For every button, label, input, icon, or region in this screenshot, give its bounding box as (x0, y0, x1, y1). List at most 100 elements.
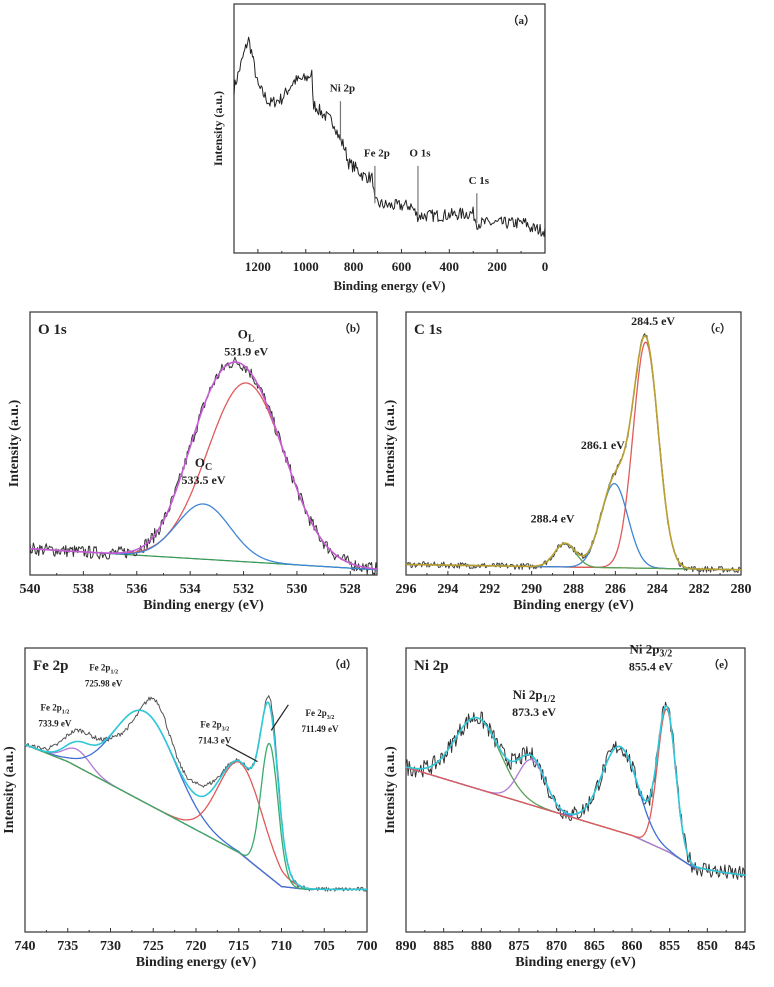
peak-energy-label: 873.3 eV (512, 705, 556, 719)
x-tick-label: 290 (521, 582, 542, 597)
peak-energy-label: 288.4 eV (531, 511, 575, 525)
peak-label-subscript: 3/2 (222, 727, 230, 733)
fit-component-Ni-2p1-2 (405, 758, 746, 876)
peak-label-base: Fe 2p (200, 720, 221, 730)
annotation-leader-line (270, 704, 289, 731)
x-tick-label: 740 (15, 939, 36, 954)
x-tick-label: 400 (440, 259, 460, 274)
x-axis-label: Binding energy (eV) (334, 278, 446, 293)
x-tick-label: 735 (57, 939, 78, 954)
y-axis-label: Intensity (a.u.) (2, 746, 17, 834)
raw-data-line (29, 356, 378, 576)
peak-label-subscript: 1/2 (110, 670, 118, 676)
x-tick-label: 530 (286, 582, 307, 597)
x-tick-label: 538 (73, 582, 94, 597)
y-axis-label: Intensity (a.u.) (383, 746, 398, 834)
peak-energy-label: 711.49 eV (301, 724, 338, 734)
panel-c: 296 294 292 290 288 286 284 282 280 Binding energ… (383, 311, 752, 613)
peak-label-base: Fe 2p (40, 702, 61, 712)
x-tick-label: 280 (731, 582, 752, 597)
peak-energy-label: 531.9 eV (224, 344, 268, 358)
panel-label: （a） (508, 14, 536, 27)
x-tick-label: 875 (509, 939, 530, 954)
x-tick-label: 0 (542, 259, 549, 274)
peak-label-subscript: 3/2 (327, 715, 335, 721)
peak-label-subscript: C (205, 462, 212, 473)
x-tick-label: 286 (605, 582, 626, 597)
fit-envelope-line (29, 361, 378, 570)
x-tick-label: 720 (186, 939, 207, 954)
x-tick-label: 890 (396, 939, 417, 954)
plot-frame (405, 311, 742, 576)
peak-label-subscript: 1/2 (62, 709, 70, 715)
fit-component-Fe-2p1-2 (24, 709, 367, 891)
peak-label-base: Fe 2p (306, 708, 327, 718)
x-tick-label: 710 (271, 939, 292, 954)
fit-component-sat-2p3-2 (405, 745, 746, 876)
peak-energy-label: 286.1 eV (581, 438, 625, 452)
peak-label: Fe 2p1/2 (40, 702, 69, 715)
peak-label-subscript: L (248, 333, 255, 344)
x-tick-label: 700 (357, 939, 378, 954)
x-tick-label: 282 (689, 582, 710, 597)
x-tick-label: 705 (314, 939, 335, 954)
x-tick-label: 725 (143, 939, 164, 954)
x-tick-label: 284 (647, 582, 668, 597)
peak-energy-label: 855.4 eV (629, 660, 673, 674)
x-tick-label: 294 (437, 582, 458, 597)
x-tick-label: 865 (584, 939, 605, 954)
background-line (405, 766, 746, 876)
raw-data-line (405, 333, 742, 573)
peak-label-subscript: 1/2 (543, 694, 556, 705)
x-tick-label: 1200 (245, 259, 271, 274)
peak-label: Fe 2p3/2 (200, 720, 229, 733)
x-tick-label: 536 (126, 582, 147, 597)
peak-label-base: Fe 2p (89, 663, 110, 673)
x-tick-label: 880 (471, 939, 492, 954)
panel-d: 740 735 730 725 720 715 710 705 700 Binding energ… (2, 647, 378, 970)
panel-a: 1200 1000 800 600 400 200 0 Binding energy (eV)… (211, 3, 549, 293)
panel-e: 890 885 880 875 870 865 860 855 850 845 Binding en… (383, 642, 756, 970)
peak-energy-label: 725.98 eV (85, 679, 123, 689)
x-tick-label: 860 (622, 939, 643, 954)
x-tick-label: 800 (344, 259, 364, 274)
panel-label: （e） (708, 658, 735, 671)
peak-label: Ni 2p3/2 (629, 642, 672, 660)
x-tick-label: 528 (340, 582, 361, 597)
panel-title: Ni 2p (414, 658, 449, 674)
peak-label-base: O (238, 326, 248, 341)
plot-frame (29, 311, 378, 576)
plot-frame (233, 3, 546, 254)
x-tick-label: 532 (233, 582, 254, 597)
x-tick-label: 845 (735, 939, 756, 954)
peak-label: Ni 2p1/2 (513, 687, 556, 705)
fit-envelope-line (405, 705, 746, 876)
peak-marker-label: Fe 2p (364, 147, 390, 159)
y-axis-label: Intensity (a.u.) (383, 399, 398, 487)
peak-label-base: O (195, 455, 205, 470)
x-tick-label: 292 (479, 582, 500, 597)
x-tick-label: 870 (546, 939, 567, 954)
fit-component-Ni-2p3-2 (405, 708, 746, 876)
raw-data-line (405, 701, 746, 881)
x-tick-label: 855 (659, 939, 680, 954)
peak-label: OC (195, 455, 212, 473)
panel-label: （b） (339, 322, 367, 335)
peak-energy-label: 714.3 eV (198, 736, 231, 746)
y-axis-label: Intensity (a.u.) (211, 91, 225, 166)
x-tick-label: 534 (180, 582, 201, 597)
panel-title: Fe 2p (33, 658, 68, 674)
survey-spectrum-line (233, 36, 546, 237)
peak-label-base: Ni 2p (629, 642, 659, 657)
fit-envelope-line (24, 701, 367, 891)
x-tick-label: 296 (396, 582, 417, 597)
fit-component-C-O (406, 482, 741, 571)
peak-label: Fe 2p1/2 (89, 663, 118, 676)
x-tick-label: 715 (228, 939, 249, 954)
x-tick-label: 730 (100, 939, 121, 954)
x-tick-label: 885 (433, 939, 454, 954)
x-tick-label: 850 (697, 939, 718, 954)
peak-label-subscript: 3/2 (659, 649, 672, 660)
x-tick-label: 288 (563, 582, 584, 597)
fit-component-C-C (406, 341, 741, 571)
